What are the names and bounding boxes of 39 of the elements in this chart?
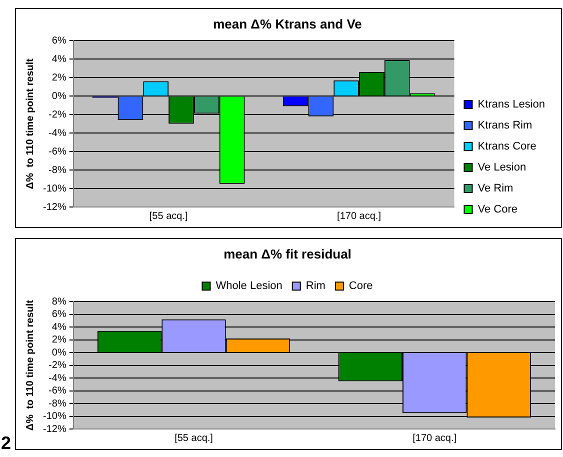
y-tick-label: 6% [52,309,66,320]
y-tick-label: 2% [52,334,66,346]
legend-label: Ktrans Core [478,140,536,153]
y-tick-label: 6% [52,35,66,46]
y-tick-label: 4% [52,322,66,333]
y-axis-title: Δ% to 110 time point result [24,58,36,190]
text: 2 [1,433,12,453]
y-tick-label: -12% [42,424,66,435]
y-tick-label: -6% [48,386,66,397]
y-tick-label: -12% [42,202,66,213]
x-tick-label: [170 acq.] [337,210,382,222]
y-tick-label: 4% [52,54,66,65]
legend-label: Ve Rim [478,182,514,195]
x-tick-label: [55 acq.] [149,210,188,222]
legend-label: Ktrans Rim [478,120,532,132]
y-tick-label: -2% [48,109,66,120]
y-tick-label: -2% [48,360,66,372]
legend-label: Rim [306,280,326,292]
chart-title: mean Δ% Ktrans and Ve [213,16,362,32]
legend-label: Ve Lesion [478,162,526,174]
y-tick-label: -8% [48,164,66,176]
x-tick-label: [170 acq.] [412,432,457,444]
y-tick-label: -4% [48,128,66,139]
legend-label: Ktrans Lesion [478,98,546,111]
y-tick-label: -8% [48,398,66,410]
y-tick-label: 2% [52,72,66,84]
y-tick-label: -6% [48,146,66,158]
legend-label: Core [348,280,373,292]
y-axis-title: Δ% to 110 time point result [24,299,36,431]
y-tick-label: 8% [52,296,66,308]
legend-label: Whole Lesion [216,280,282,292]
y-tick-label: -10% [42,183,66,194]
chart-title: mean Δ% fit residual [224,246,352,262]
y-tick-label: -4% [48,372,66,384]
y-tick-label: 0% [52,347,66,358]
legend-label: Ve Core [478,204,518,216]
y-tick-label: -10% [42,411,66,422]
y-tick-label: 0% [52,90,66,102]
x-tick-label: [55 acq.] [174,432,214,444]
